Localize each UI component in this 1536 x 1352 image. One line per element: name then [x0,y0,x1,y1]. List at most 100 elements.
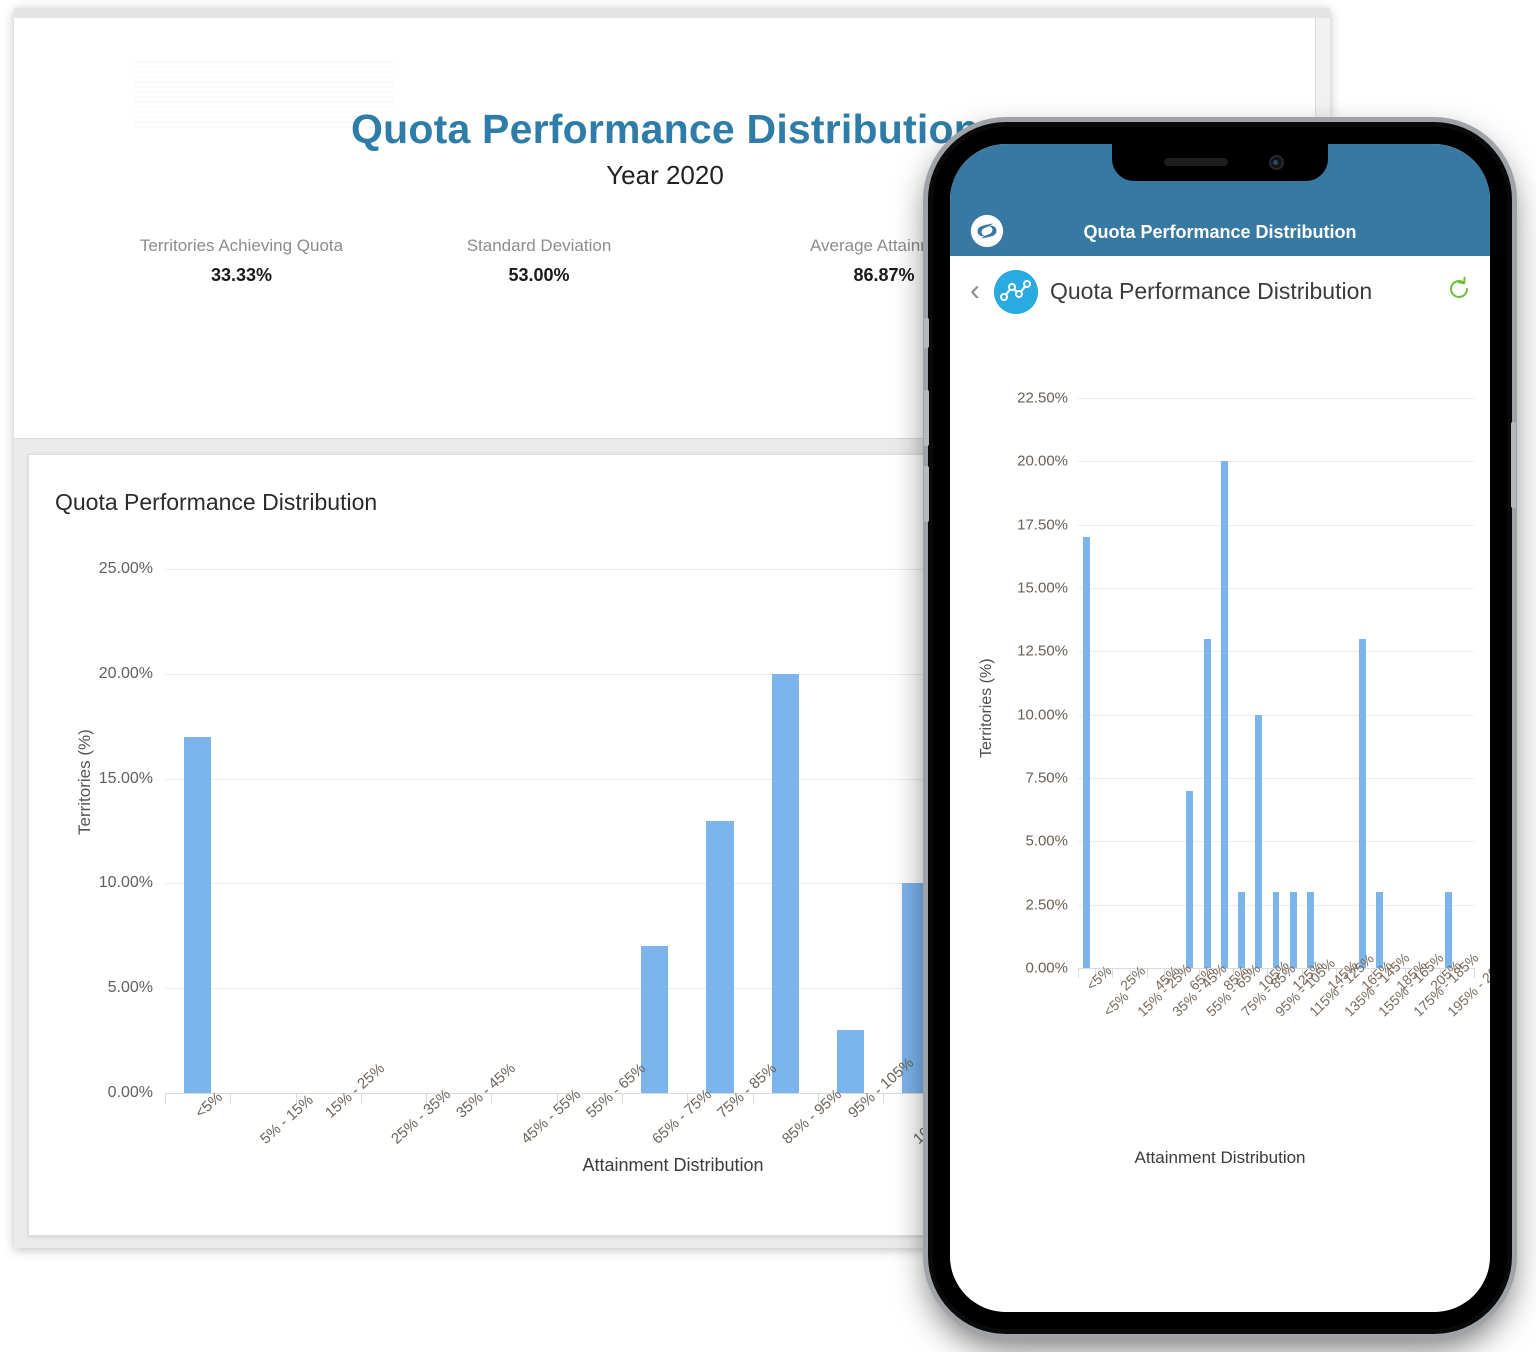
chart-bar[interactable] [1375,892,1383,968]
x-tick [622,1093,624,1104]
x-tick [426,1093,428,1104]
y-tick-label: 10.00% [98,874,153,892]
phone-mockup: Quota Performance Distribution ‹ Quota P… [924,122,1516,1334]
mobile-toolbar: ‹ Quota Performance Distribution [950,256,1490,329]
x-tick-label: 65% - 75% [648,1085,715,1148]
x-tick [883,1093,885,1104]
power-button[interactable] [1511,422,1516,508]
y-tick-label: 25.00% [98,560,153,577]
x-tick [1198,968,1200,978]
browser-chrome-bar [14,8,1330,18]
line-chart-icon [994,270,1038,314]
app-bar-title: Quota Performance Distribution [1083,222,1357,242]
chart-bar[interactable] [902,883,930,1093]
x-tick [817,1093,819,1104]
app-logo-icon[interactable] [970,214,1004,248]
x-tick [1336,968,1338,978]
x-tick [1456,968,1458,978]
grid-line [1078,588,1474,589]
volume-up-button[interactable] [924,390,929,446]
chart-bar[interactable] [640,946,669,1093]
x-tick [687,1093,689,1104]
chart-bar[interactable] [706,820,734,1093]
refresh-icon[interactable] [1446,276,1472,302]
x-tick [1129,968,1131,978]
x-tick [1387,968,1389,978]
front-camera-icon [1269,155,1284,170]
x-tick [1319,968,1321,978]
y-tick-label: 5.00% [1025,832,1068,850]
chart-bar[interactable] [1272,892,1280,968]
x-tick-label: 5% - 15% [256,1091,317,1148]
back-chevron-icon[interactable]: ‹ [970,274,980,307]
x-tick [1232,968,1234,978]
kpi-value: 86.87% [853,265,915,285]
x-tick-label: 45% - 55% [518,1085,585,1148]
x-tick [230,1093,232,1104]
mobile-chart-area: Territories (%) 0.00% 2.50% 5.00% 7.50% 10.0… [950,328,1490,1312]
silent-switch[interactable] [924,318,929,348]
x-tick-label: 85% - 95% [779,1085,846,1148]
chart-bar[interactable] [183,736,212,1093]
chart-title: Quota Performance Distribution [55,489,378,515]
kpi-value: 33.33% [210,265,273,285]
grid-line [165,1093,1275,1094]
x-tick [1181,968,1183,978]
grid-line [1078,968,1474,969]
chart-bar[interactable] [1289,892,1297,968]
y-tick-label: 17.50% [1017,516,1068,534]
volume-down-button[interactable] [924,466,929,522]
chart-bar[interactable] [1444,892,1452,968]
kpi-value: 53.00% [508,265,570,285]
y-axis-label: Territories (%) [978,658,995,758]
x-tick [752,1093,754,1104]
grid-line [165,673,1275,675]
camera-lens-dot [1273,160,1278,165]
x-tick [491,1093,493,1104]
chart-bar[interactable] [1238,892,1245,968]
earpiece-speaker [1164,158,1228,166]
grid-line [1078,714,1474,716]
x-tick [1422,968,1424,978]
x-tick [1439,968,1441,978]
y-axis-label: Territories (%) [75,729,94,835]
grid-line [1078,461,1474,463]
x-tick [1267,968,1269,978]
chart-bar[interactable] [1186,790,1194,968]
x-tick [1215,968,1217,978]
x-tick [1284,968,1286,978]
grid-line [165,569,1275,570]
y-tick-label: 15.00% [98,769,153,787]
x-tick [165,1093,166,1104]
chart-bar[interactable] [1220,461,1228,968]
x-tick [295,1093,297,1104]
chart-bar[interactable] [1203,638,1211,968]
x-tick [1112,968,1114,978]
chart-bar[interactable] [771,673,799,1093]
x-tick [1146,968,1148,978]
grid-line [1078,778,1474,779]
grid-line [1078,841,1474,843]
y-tick-label: 10.00% [1017,706,1068,724]
x-axis-label: Attainment Distribution [582,1155,764,1175]
y-tick-label: 22.50% [1017,389,1068,407]
chart-bar[interactable] [1306,892,1314,968]
mobile-app-bar: Quota Performance Distribution [950,144,1490,256]
y-tick-label: 0.00% [107,1084,153,1101]
chart-bar[interactable] [1083,537,1091,968]
x-tick [1164,968,1166,978]
y-tick-label: 7.50% [1025,769,1068,787]
x-tick-label: 35% - 45% [452,1059,519,1122]
x-tick [1353,968,1355,978]
grid-line [1078,651,1474,653]
y-tick-label: 0.00% [1025,959,1068,977]
chart-bar[interactable] [1358,638,1366,968]
page-title: Quota Performance Distribution [351,106,979,152]
x-tick [1095,968,1097,978]
mobile-chart-plot: 0.00% 2.50% 5.00% 7.50% 10.00% 12.50% 15.00% 17… [1017,390,1490,1020]
x-axis-label: Attainment Distribution [1134,1148,1306,1167]
chart-bar[interactable] [836,1030,865,1093]
chart-bar[interactable] [1255,714,1263,968]
x-tick [1301,968,1303,978]
kpi-standard-deviation: Standard Deviation 53.00% [459,236,619,286]
